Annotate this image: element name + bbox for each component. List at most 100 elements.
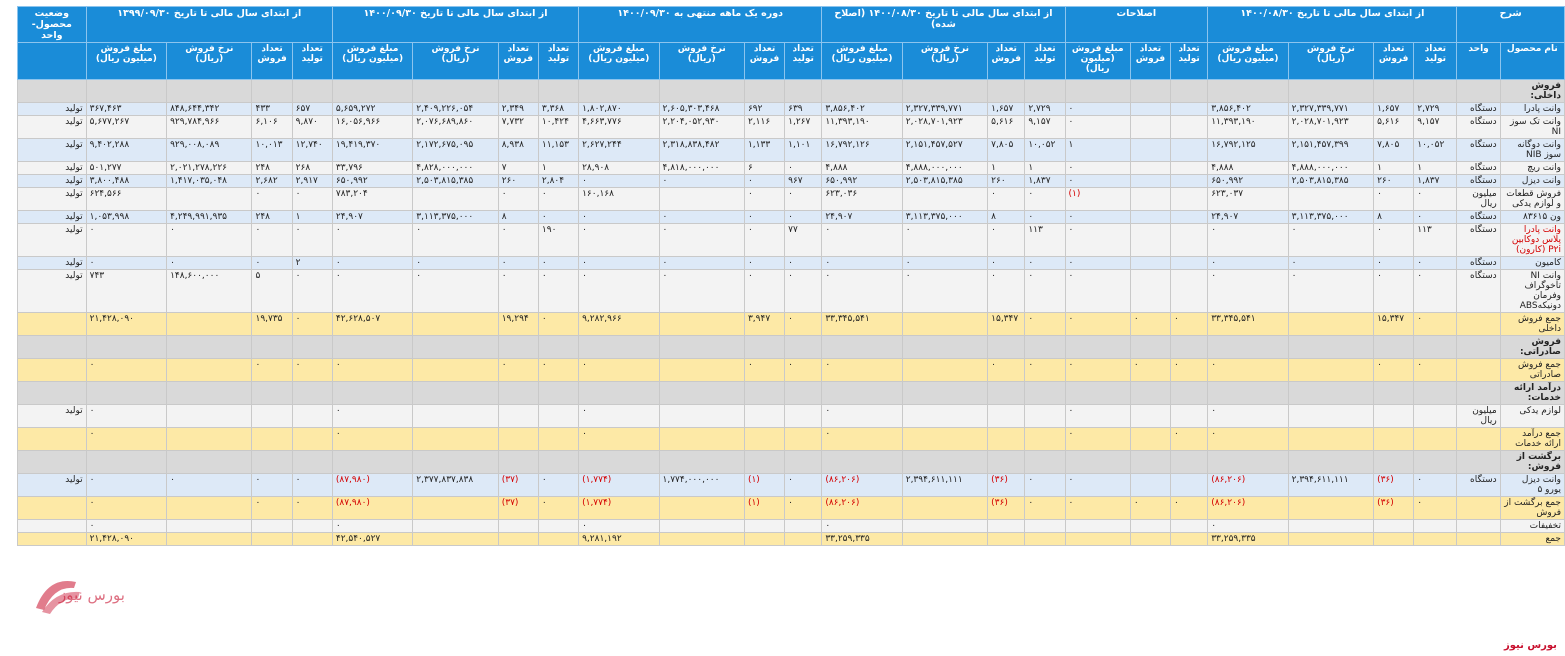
table-cell	[743, 450, 786, 474]
table-cell	[251, 532, 293, 546]
table-cell: ۰	[821, 358, 903, 382]
table-cell	[1129, 427, 1172, 451]
table-cell: ۰	[291, 269, 333, 313]
table-cell: ۰	[85, 519, 168, 533]
table-cell	[1456, 381, 1501, 405]
table-cell: ۰	[291, 223, 333, 257]
status-cell	[17, 532, 87, 546]
table-cell: ۰	[1064, 174, 1131, 188]
table-cell	[412, 450, 499, 474]
section-header-row: فروش داخلی:	[17, 79, 1565, 103]
bourse-news-watermark-logo: بورس نیوز	[36, 581, 125, 614]
table-cell: ۰	[658, 174, 745, 188]
table-cell: ۰	[784, 256, 823, 270]
table-cell	[1287, 496, 1375, 520]
table-cell: (۸۶,۲۰۶)	[821, 496, 903, 520]
table-cell	[1373, 404, 1415, 428]
table-cell	[1170, 223, 1209, 257]
table-cell: ۶۳۹	[784, 102, 823, 116]
table-cell	[1413, 427, 1458, 451]
table-cell: ۴,۸۸۸,۰۰۰,۰۰۰	[1287, 161, 1375, 175]
table-cell: ۰	[412, 223, 499, 257]
column-header: نرخ فروش (ریال)	[1287, 42, 1375, 80]
table-cell: ۰	[1064, 161, 1131, 175]
table-cell: ۰	[578, 269, 660, 313]
row-label: وانت NI تاخوگراف وفرمان دونیکهABS	[1499, 269, 1565, 313]
table-cell: ۱,۸۳۷	[1024, 174, 1066, 188]
table-cell	[497, 335, 539, 359]
column-group-header: از ابتدای سال مالی تا تاریخ ۱۳۹۹/۰۹/۳۰	[85, 6, 333, 43]
column-header: نرخ فروش (ریال)	[412, 42, 499, 80]
status-cell: تولید	[17, 161, 87, 175]
table-cell	[987, 381, 1026, 405]
table-cell	[166, 358, 253, 382]
table-cell	[1064, 381, 1131, 405]
table-cell: ۰	[331, 223, 414, 257]
table-cell: ۸	[497, 210, 539, 224]
status-cell	[17, 427, 87, 451]
table-cell: ۰	[743, 210, 786, 224]
table-cell: ۶۵۷	[291, 102, 333, 116]
row-label: جمع فروش صادراتی	[1499, 358, 1565, 382]
table-cell	[1170, 381, 1209, 405]
table-cell	[658, 532, 745, 546]
table-cell: ۵,۶۱۶	[987, 115, 1026, 139]
table-cell	[331, 381, 414, 405]
table-cell: ۱	[987, 161, 1026, 175]
table-cell: ۶۲۴,۵۶۶	[85, 187, 168, 211]
table-cell	[784, 519, 823, 533]
table-cell: ۰	[497, 223, 539, 257]
table-cell	[412, 519, 499, 533]
table-cell	[987, 335, 1026, 359]
table-row: تخفیفات ۰ ۰ ۰ ۰ ۰	[17, 519, 1565, 533]
table-cell: ۰	[1207, 427, 1289, 451]
table-cell: ۰	[578, 174, 660, 188]
table-cell: ۰	[578, 256, 660, 270]
table-cell	[578, 450, 660, 474]
table-cell: ۲۶۸	[291, 161, 333, 175]
table-cell	[658, 404, 745, 428]
table-cell: ۰	[537, 473, 580, 497]
table-cell: ۰	[331, 256, 414, 270]
column-header: تعداد فروش	[1373, 42, 1415, 80]
table-cell	[1064, 450, 1131, 474]
table-cell	[1373, 335, 1415, 359]
table-cell	[1456, 312, 1501, 336]
table-cell: ۰	[412, 269, 499, 313]
table-cell	[1287, 450, 1375, 474]
table-cell	[166, 79, 253, 103]
table-cell: ۰	[1064, 223, 1131, 257]
table-cell: ۶۵۰,۹۹۲	[821, 174, 903, 188]
column-group-header: از ابتدای سال مالی تا تاریخ ۱۴۰۰/۰۸/۳۰	[1207, 6, 1458, 43]
table-cell: ۰	[658, 269, 745, 313]
table-cell: ۹۲۹,۰۰۸,۰۸۹	[166, 138, 253, 162]
table-cell: ۰	[743, 269, 786, 313]
table-cell: (۳۶)	[1373, 496, 1415, 520]
table-row: وانت پادرا دستگاه ۲,۷۲۹ ۱,۶۵۷ ۲,۳۲۷,۳۳۹,۷۷۱ ۳…	[17, 102, 1565, 116]
table-cell: ۴,۲۴۹,۹۹۱,۹۳۵	[166, 210, 253, 224]
table-row: ون ۸۳۶۱۵ دستگاه ۰ ۸ ۳,۱۱۳,۳۷۵,۰۰۰ ۲۴,۹۰۷ ۰ ۰ ۸ ۳,…	[17, 210, 1565, 224]
table-cell: ۷,۸۰۵	[1373, 138, 1415, 162]
table-cell: ۰	[1170, 312, 1209, 336]
table-cell: ۰	[1024, 312, 1066, 336]
table-cell: ۰	[578, 210, 660, 224]
table-cell: ۱,۰۵۳,۹۹۸	[85, 210, 168, 224]
table-cell: ۰	[1129, 496, 1172, 520]
table-cell: (۱,۷۷۴)	[578, 473, 660, 497]
table-cell: ۴,۶۶۳,۷۷۶	[578, 115, 660, 139]
table-cell: ۳,۹۴۷	[743, 312, 786, 336]
table-cell: ۲,۸۰۴	[537, 174, 580, 188]
table-cell	[1170, 161, 1209, 175]
table-cell: ۸	[1373, 210, 1415, 224]
table-cell: ۱,۱۰۱	[784, 138, 823, 162]
table-cell: ۰	[784, 161, 823, 175]
table-cell	[987, 79, 1026, 103]
table-row: وانت NI تاخوگراف وفرمان دونیکهABS دستگاه ۰…	[17, 269, 1565, 313]
table-cell: ۲,۳۲۷,۳۳۹,۷۷۱	[1287, 102, 1375, 116]
table-cell: ۲۶۰	[987, 174, 1026, 188]
table-cell	[987, 450, 1026, 474]
table-cell	[578, 381, 660, 405]
table-cell	[85, 450, 168, 474]
table-cell	[1287, 427, 1375, 451]
row-label: وانت دیزل	[1499, 174, 1565, 188]
